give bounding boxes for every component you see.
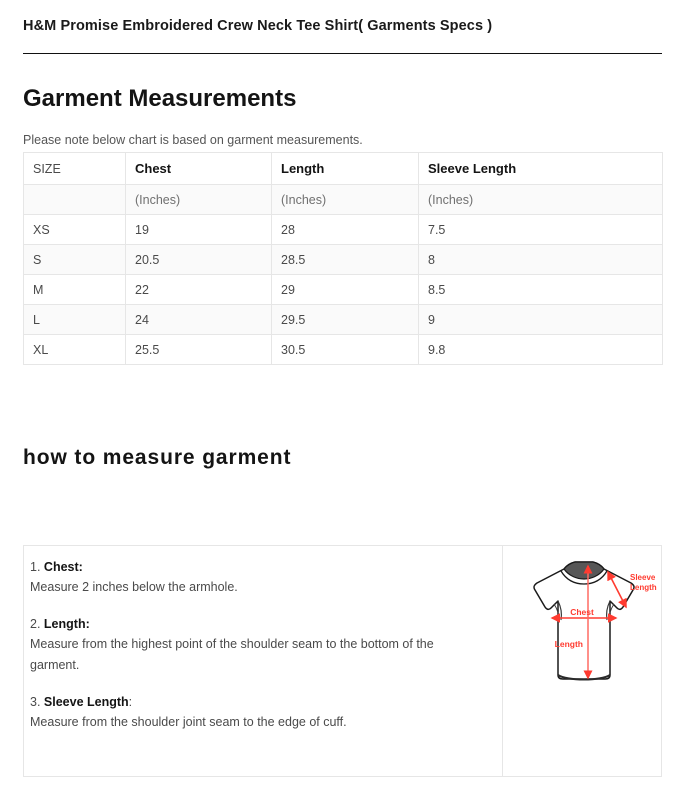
measure-instructions: 1. Chest: Measure 2 inches below the arm…: [24, 546, 503, 776]
step-number: 2.: [30, 617, 41, 631]
unit-cell-sleeve: (Inches): [418, 184, 663, 215]
size-chart-table: SIZE Chest Length Sleeve Length (Inches)…: [23, 152, 663, 365]
cell-chest: 22: [125, 274, 272, 305]
cell-length: 30.5: [271, 334, 419, 365]
step-body-sleeve-length: Measure from the shoulder joint seam to …: [30, 715, 347, 729]
sleeve-length-label-line2: Length: [630, 583, 657, 592]
cell-length: 28.5: [271, 244, 419, 275]
measure-step-length: 2. Length: Measure from the highest poin…: [30, 615, 488, 676]
unit-cell-length: (Inches): [271, 184, 419, 215]
cell-size: M: [23, 274, 126, 305]
step-name: Length:: [43, 617, 90, 631]
measure-step-chest: 1. Chest: Measure 2 inches below the arm…: [30, 558, 488, 598]
cell-sleeve: 8: [418, 244, 663, 275]
table-row: S 20.5 28.5 8: [23, 244, 663, 275]
step-number: 3.: [30, 695, 41, 709]
step-body-length: Measure from the highest point of the sh…: [30, 637, 434, 672]
sleeve-length-measure-arrow: [607, 570, 627, 609]
measure-step-sleeve-length: 3. Sleeve Length: Measure from the shoul…: [30, 693, 488, 733]
how-to-measure-panel: 1. Chest: Measure 2 inches below the arm…: [23, 545, 662, 777]
table-row: L 24 29.5 9: [23, 304, 663, 335]
column-header-sleeve-length: Sleeve Length: [418, 152, 663, 185]
step-body-chest: Measure 2 inches below the armhole.: [30, 580, 238, 594]
sleeve-length-label-line1: Sleeve: [630, 573, 656, 582]
unit-cell-chest: (Inches): [125, 184, 272, 215]
cell-chest: 25.5: [125, 334, 272, 365]
cell-chest: 24: [125, 304, 272, 335]
cell-length: 29.5: [271, 304, 419, 335]
cell-size: XS: [23, 214, 126, 245]
step-number: 1.: [30, 560, 41, 574]
tshirt-bottom-hem: [557, 674, 611, 681]
cell-chest: 19: [125, 214, 272, 245]
cell-length: 28: [271, 214, 419, 245]
cell-size: XL: [23, 334, 126, 365]
document-header: H&M Promise Embroidered Crew Neck Tee Sh…: [23, 16, 662, 54]
step-name: Sleeve Length: [43, 695, 129, 709]
unit-cell-size: [23, 184, 126, 215]
step-title-length: 2. Length:: [30, 615, 488, 634]
step-title-chest: 1. Chest:: [30, 558, 488, 577]
page-title: H&M Promise Embroidered Crew Neck Tee Sh…: [23, 18, 493, 34]
cell-chest: 20.5: [125, 244, 272, 275]
table-unit-row: (Inches) (Inches) (Inches): [23, 184, 663, 215]
step-name: Chest:: [43, 560, 83, 574]
step-name-suffix: :: [128, 695, 133, 709]
chest-label: Chest: [570, 607, 594, 617]
cell-size: S: [23, 244, 126, 275]
how-to-measure-heading: how to measure garment: [23, 446, 292, 469]
step-title-sleeve-length: 3. Sleeve Length:: [30, 693, 488, 712]
measure-diagram-area: Chest Length Sleeve Length: [503, 546, 661, 776]
table-row: XS 19 28 7.5: [23, 214, 663, 245]
column-header-chest: Chest: [125, 152, 272, 185]
tshirt-illustration-icon: Chest Length Sleeve Length: [533, 561, 657, 681]
cell-sleeve: 9: [418, 304, 663, 335]
column-header-size: SIZE: [23, 152, 126, 185]
table-header-row: SIZE Chest Length Sleeve Length: [23, 152, 663, 185]
garment-measurements-heading: Garment Measurements: [23, 85, 297, 112]
cell-sleeve: 8.5: [418, 274, 663, 305]
cell-length: 29: [271, 274, 419, 305]
table-row: XL 25.5 30.5 9.8: [23, 334, 663, 365]
length-label: Length: [555, 639, 583, 649]
table-row: M 22 29 8.5: [23, 274, 663, 305]
measurements-note: Please note below chart is based on garm…: [23, 133, 363, 147]
tshirt-diagram: Chest Length Sleeve Length: [509, 554, 659, 694]
cell-sleeve: 7.5: [418, 214, 663, 245]
header-divider: [23, 53, 662, 54]
column-header-length: Length: [271, 152, 419, 185]
cell-sleeve: 9.8: [418, 334, 663, 365]
cell-size: L: [23, 304, 126, 335]
